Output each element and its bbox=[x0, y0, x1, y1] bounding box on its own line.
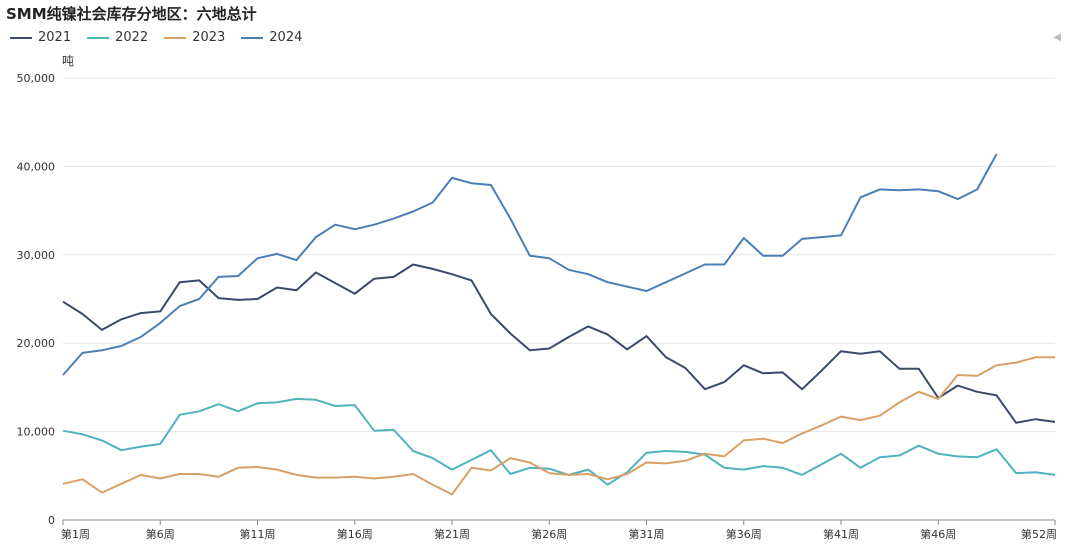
chart-title: SMM纯镍社会库存分地区：六地总计 bbox=[6, 5, 257, 23]
series-line-2021[interactable] bbox=[62, 263, 1056, 424]
x-tick-label: 第36周 bbox=[726, 527, 762, 541]
x-tick-label: 第6周 bbox=[146, 527, 175, 541]
y-tick-label: 50,000 bbox=[17, 72, 56, 85]
x-tick-label: 第46周 bbox=[920, 527, 956, 541]
legend-label-2023: 2023 bbox=[192, 30, 226, 45]
legend-label-2021: 2021 bbox=[38, 30, 72, 45]
y-tick-label: 0 bbox=[48, 514, 55, 527]
x-tick-label: 第1周 bbox=[61, 527, 90, 541]
y-tick-label: 30,000 bbox=[17, 249, 56, 262]
x-tick-label: 第52周 bbox=[1021, 527, 1057, 541]
legend-swatch-2024 bbox=[241, 36, 264, 39]
grid-lines bbox=[63, 77, 1055, 521]
x-axis: 第1周 第6周 第11周 第16周 第21周 第26周 第31周 第36周 第41周 第46周 第5… bbox=[61, 520, 1057, 541]
x-tick-label: 第16周 bbox=[337, 527, 373, 541]
y-tick-label: 20,000 bbox=[17, 337, 56, 350]
legend-swatch-2023 bbox=[164, 36, 187, 39]
x-tick-label: 第21周 bbox=[434, 527, 470, 541]
x-tick-label: 第31周 bbox=[629, 527, 665, 541]
y-tick-label: 40,000 bbox=[17, 160, 56, 173]
series-line-2022[interactable] bbox=[62, 397, 1056, 486]
y-axis: 0 10,000 20,000 30,000 40,000 50,000 bbox=[17, 72, 56, 527]
legend-item-2021[interactable]: 2021 bbox=[10, 30, 71, 45]
series-line-2023[interactable] bbox=[62, 356, 1055, 496]
series-line-2024[interactable] bbox=[62, 153, 998, 376]
legend-swatch-2022 bbox=[87, 36, 110, 39]
x-tick-label: 第11周 bbox=[240, 527, 276, 541]
x-tick-label: 第26周 bbox=[531, 527, 567, 541]
legend-item-2023[interactable]: 2023 bbox=[164, 30, 225, 45]
legend-scroll-left-icon[interactable]: ◀ bbox=[1053, 32, 1061, 43]
y-tick-label: 10,000 bbox=[17, 426, 56, 439]
legend-label-2024: 2024 bbox=[269, 30, 303, 45]
legend-swatch-2021 bbox=[10, 36, 32, 39]
legend-label-2022: 2022 bbox=[115, 30, 149, 45]
legend-item-2022[interactable]: 2022 bbox=[87, 30, 148, 45]
y-axis-unit: 吨 bbox=[62, 54, 75, 68]
series-lines bbox=[62, 153, 1056, 496]
legend-item-2024[interactable]: 2024 bbox=[241, 30, 302, 45]
legend: 2021 2022 2023 2024 bbox=[10, 30, 302, 45]
x-tick-label: 第41周 bbox=[823, 527, 859, 541]
